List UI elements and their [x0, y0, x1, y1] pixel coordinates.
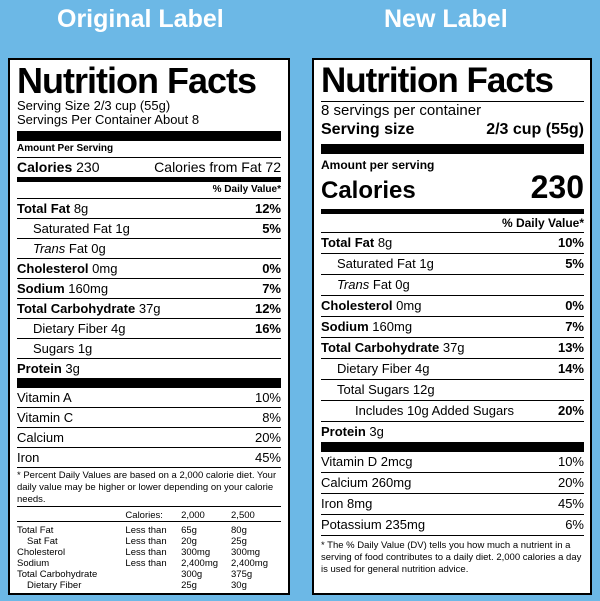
serving-size: Serving size 2/3 cup (55g) [321, 121, 584, 138]
nutrient-row: Cholesterol 0mg 0% [321, 295, 584, 316]
nutrient-row: Sugars 1g [17, 338, 281, 358]
daily-value-header: % Daily Value* [212, 184, 281, 195]
footnote: * Percent Daily Values are based on a 2,… [17, 467, 281, 506]
nutrient-row: Includes 10g Added Sugars 20% [321, 400, 584, 421]
original-nutrition-label: Nutrition Facts Serving Size 2/3 cup (55… [8, 58, 290, 595]
nutrient-row: Total Fat 8g 10% [321, 232, 584, 253]
nutrient-row: Total Carbohydrate 37g 13% [321, 337, 584, 358]
new-nutrition-label: Nutrition Facts 8 servings per container… [312, 58, 592, 595]
nutrient-row: Trans Fat 0g [17, 238, 281, 258]
footnote: * The % Daily Value (DV) tells you how m… [321, 535, 584, 576]
calories-label: Calories [321, 177, 416, 204]
new-label-heading: New Label [384, 5, 508, 33]
vitamin-row: Iron 8mg 45% [321, 493, 584, 514]
nutrient-row: Saturated Fat 1g 5% [17, 218, 281, 238]
calories-label: Calories [17, 159, 73, 175]
vitamin-row: Calcium 260mg 20% [321, 472, 584, 493]
vitamin-row: Potassium 235mg 6% [321, 514, 584, 535]
table-row: Sodium Less than 2,400mg 2,400mg [17, 558, 268, 569]
amount-per-serving: Amount Per Serving [17, 143, 114, 154]
nutrient-row: Trans Fat 0g [321, 274, 584, 295]
nutrient-row: Total Fat 8g 12% [17, 198, 281, 218]
table-row: Sat Fat Less than 20g 25g [27, 536, 247, 547]
nutrient-row: Cholesterol 0mg 0% [17, 258, 281, 278]
nutrient-row: Dietary Fiber 4g 16% [17, 318, 281, 338]
nutrient-row: Sodium 160mg 7% [17, 278, 281, 298]
daily-value-header: % Daily Value* [501, 216, 584, 230]
label-title: Nutrition Facts [17, 60, 257, 101]
calories-from-fat: Calories from Fat 72 [154, 159, 281, 175]
vitamin-row: Vitamin C 8% [17, 407, 281, 427]
label-title: Nutrition Facts [321, 61, 554, 100]
nutrient-row: Protein 3g [321, 421, 584, 442]
vitamin-row: Iron 45% [17, 447, 281, 467]
servings-per-container: 8 servings per container [321, 102, 482, 119]
table-row: Dietary Fiber 25g 30g [27, 580, 247, 591]
calories-row: Calories 230 [321, 169, 584, 206]
amount-per-serving: Amount per serving [321, 158, 435, 172]
table-row: Cholesterol Less than 300mg 300mg [17, 547, 261, 558]
serving-size: Serving Size 2/3 cup (55g) [17, 98, 171, 113]
nutrient-row: Total Sugars 12g [321, 379, 584, 400]
vitamin-row: Vitamin A 10% [17, 378, 281, 407]
calories-value: 230 [76, 159, 100, 175]
vitamin-row: Vitamin D 2mcg 10% [321, 442, 584, 472]
table-row: Calories: 2,000 2,500 [125, 510, 255, 521]
nutrient-row: Protein 3g [17, 358, 281, 378]
daily-value-table: Calories: 2,000 2,500 Total Fat Less than 65… [17, 506, 281, 591]
table-row: Total Fat Less than 65g 80g [17, 525, 247, 536]
servings-per-container: Servings Per Container About 8 [17, 112, 200, 127]
calories-value: 230 [530, 169, 584, 205]
table-row: Total Carbohydrate 300g 375g [17, 569, 253, 580]
nutrient-row: Total Carbohydrate 37g 12% [17, 298, 281, 318]
nutrient-row: Dietary Fiber 4g 14% [321, 358, 584, 379]
nutrient-row: Saturated Fat 1g 5% [321, 253, 584, 274]
original-label-heading: Original Label [57, 5, 224, 33]
vitamin-row: Calcium 20% [17, 427, 281, 447]
nutrient-row: Sodium 160mg 7% [321, 316, 584, 337]
